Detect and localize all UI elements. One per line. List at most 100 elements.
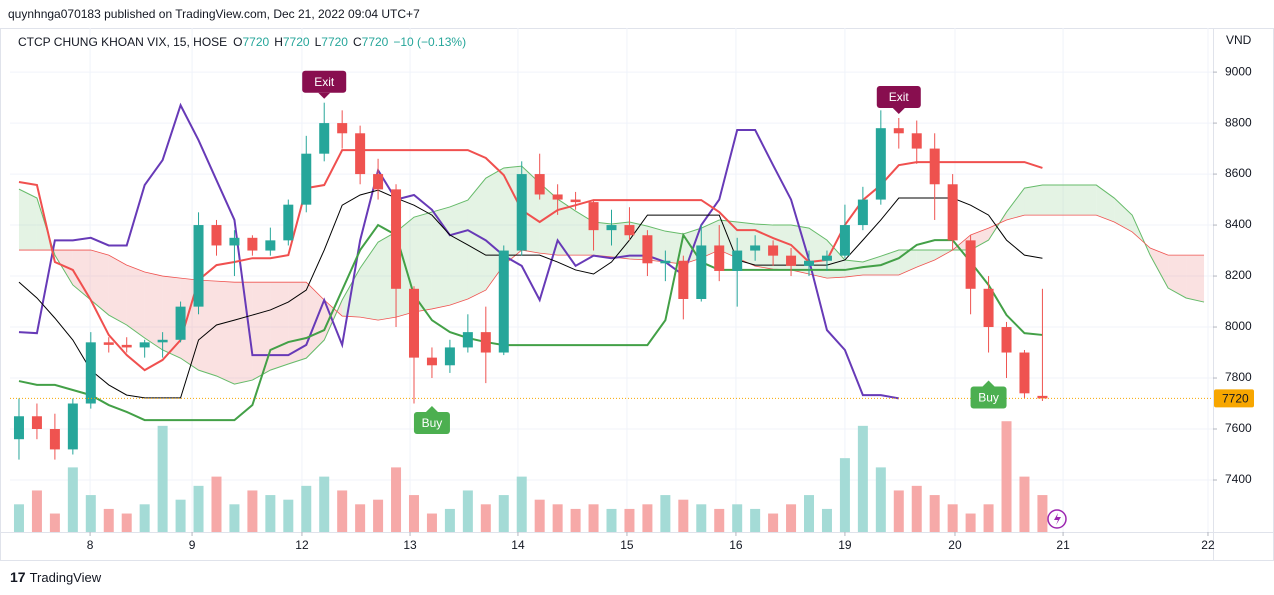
ohlc-value: 7720 [282,35,310,49]
candle-body [49,429,60,450]
cloud-fill [288,282,307,364]
signal-box [302,70,347,93]
cloud-fill [1060,185,1079,216]
cloud-fill [1024,185,1043,216]
signal-label: Buy [422,416,443,430]
brand[interactable]: 17 TradingView [10,569,102,585]
volume-bar [1001,421,1012,532]
x-tick-label: 20 [948,538,962,552]
candle-body [121,344,132,348]
volume-bar [301,485,312,532]
cloud-fill [54,250,73,285]
x-tick-label: 9 [189,538,196,552]
volume-bar [444,508,455,532]
volume-bar [660,495,671,532]
cloud-fill [916,250,935,268]
volume-bar [768,513,779,532]
candle-body [642,235,653,264]
change: −10 (−0.13%) [393,35,467,49]
cloud-fill [126,265,145,338]
price-badge-label: 7720 [1222,392,1249,406]
volume-bar [678,499,689,532]
legend: CTCP CHUNG KHOAN VIX, 15, HOSE O7720 H7720… [18,35,471,49]
volume-bar [67,467,78,532]
volume-bar [642,504,653,532]
ohlc-label: C [352,35,362,49]
volume-bar [786,504,797,532]
signal-pointer [425,406,438,413]
signal-label: Exit [314,75,335,89]
signal-box [876,85,921,108]
volume-bar [193,485,204,532]
y-tick-label: 8400 [1225,217,1252,231]
candle-body [1019,352,1030,394]
candle-body [786,255,797,266]
cloud-fill [413,212,432,312]
candle-body [1001,327,1012,353]
cloud-fill [18,189,37,251]
indicator-line [18,223,1043,422]
volume-bar [85,495,96,532]
volume-bar [804,495,815,532]
volume-bar [175,499,186,532]
x-tick-label: 8 [87,538,94,552]
volume-bar [337,490,348,532]
candle-body [893,128,904,134]
candle-body [157,339,168,343]
volume-bar [157,425,168,532]
volume-bar [534,499,545,532]
signal-label: Exit [889,90,910,104]
volume-bar [983,504,994,532]
volume-bar [588,504,599,532]
indicator-line [18,189,1043,399]
candle-body [516,174,527,251]
candle-body [983,288,994,328]
candle-body [355,133,366,175]
candle-body [624,225,635,236]
candle-body [67,403,78,450]
candle-body [498,250,509,353]
candle-body [588,202,599,231]
candle-body [319,123,330,154]
x-tick-label: 15 [620,538,634,552]
volume-bar [875,467,886,532]
candle-body [193,225,204,307]
cloud-fill [557,199,576,256]
volume-bar [911,485,922,532]
brand-name: TradingView [29,570,102,585]
candle-body [804,260,815,266]
cloud-fill [1114,198,1133,232]
price-badge [1214,389,1254,408]
cloud-fill [234,282,253,385]
candle-body [839,225,850,256]
ohlc-value: 7720 [242,35,270,49]
volume-bar [552,504,563,532]
alert-icon[interactable] [1047,509,1067,529]
x-tick-label: 12 [295,538,309,552]
candle-body [229,237,240,246]
candle-body [444,347,455,366]
signal-label: Buy [978,391,999,405]
cloud-span-b [18,214,1205,321]
plot: 7400 7600 7800 8000 8200 8400 8600 8800 9000 8 9 12… [10,28,1254,552]
x-tick-label: 19 [838,538,852,552]
volume-bar [570,508,581,532]
candle-body [552,194,563,200]
cloud-fill [1150,248,1169,289]
candle-body [175,306,186,340]
candle-body [911,133,922,149]
volume-bar [1037,495,1048,532]
volume-bar [947,504,958,532]
cloud-fill [1042,185,1061,216]
candle-body [534,174,545,195]
volume-bar [857,425,868,532]
volume-bar [139,504,150,532]
y-tick-label: 7600 [1225,421,1252,435]
candle-body [85,342,96,404]
candle-body [373,174,384,190]
ohlc-label: L [314,35,322,49]
volume-bar [247,490,258,532]
signal-pointer [318,92,331,99]
symbol: CTCP CHUNG KHOAN VIX, 15, HOSE [18,35,228,49]
